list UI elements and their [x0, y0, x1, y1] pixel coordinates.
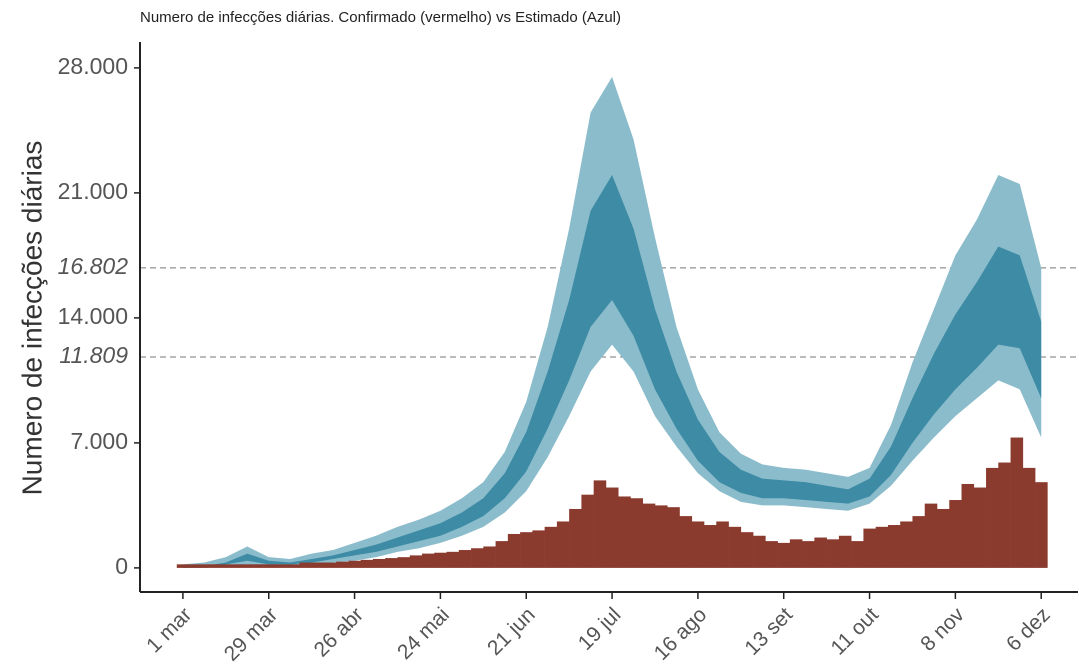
bar: [605, 487, 619, 568]
bar: [949, 500, 962, 568]
bar: [986, 467, 999, 568]
y-tick-label: 14.000: [58, 303, 128, 329]
bar: [973, 487, 987, 568]
bar: [667, 507, 680, 568]
bar: [225, 564, 239, 568]
x-tick-label: 21 jun: [483, 603, 540, 660]
y-tick-label: 0: [115, 553, 128, 579]
bar: [875, 526, 889, 568]
bar: [802, 541, 815, 568]
bar: [838, 535, 852, 568]
bar: [630, 498, 644, 568]
bar: [446, 551, 460, 568]
y-tick-label: 7.000: [70, 428, 128, 454]
bar: [176, 564, 190, 568]
y-axis-label: Numero de infecções diárias: [16, 141, 47, 496]
bar: [287, 564, 300, 568]
bar: [740, 532, 754, 568]
bar: [814, 537, 827, 568]
bar: [912, 516, 926, 568]
bar: [434, 552, 447, 568]
x-tick-label: 29 mar: [220, 603, 282, 665]
y-tick-label: 21.000: [58, 178, 128, 204]
bar: [311, 562, 325, 568]
bar: [532, 530, 545, 568]
bar: [936, 508, 950, 568]
x-tick-label: 6 dez: [1002, 603, 1055, 656]
reference-label: 11.809: [59, 342, 128, 368]
bar: [483, 546, 496, 568]
bar: [348, 560, 362, 568]
bar: [618, 496, 631, 568]
bar: [213, 564, 227, 568]
bar: [372, 558, 386, 568]
bar: [250, 564, 263, 568]
bar: [728, 526, 742, 568]
bar: [262, 564, 276, 568]
band: [182, 175, 1042, 568]
bar: [569, 508, 582, 568]
bar: [544, 526, 558, 568]
bar: [704, 525, 717, 568]
bar: [581, 494, 594, 568]
bar: [336, 561, 349, 568]
x-tick-label: 11 out: [827, 603, 884, 660]
chart-title: Numero de infecções diárias. Confirmado …: [140, 9, 621, 26]
bar: [201, 564, 214, 568]
bar: [323, 562, 337, 568]
bar: [520, 532, 533, 568]
bar: [299, 562, 312, 568]
x-tick-label: 13 set: [740, 603, 797, 660]
bar: [593, 480, 607, 568]
x-tick-label: 1 mar: [142, 603, 196, 657]
bar: [1035, 482, 1048, 568]
bar: [691, 521, 705, 568]
reference-label: 16.802: [58, 253, 129, 279]
bar: [409, 555, 423, 568]
bar: [961, 483, 975, 568]
x-tick-label: 8 nov: [916, 603, 969, 656]
bar: [1010, 437, 1024, 568]
bar: [471, 548, 484, 568]
x-tick-label: 26 abr: [310, 603, 368, 661]
bar: [274, 564, 288, 568]
bar: [924, 503, 938, 568]
bar: [887, 525, 901, 568]
bar: [679, 516, 693, 568]
bar: [998, 462, 1011, 568]
bar: [654, 505, 668, 568]
bar: [851, 541, 864, 568]
x-tick-label: 16 ago: [650, 603, 712, 665]
bar: [826, 539, 840, 568]
bar: [385, 558, 398, 568]
bar: [422, 553, 435, 568]
bar: [238, 564, 251, 568]
bar: [495, 541, 509, 568]
bar: [458, 550, 472, 568]
bar: [556, 521, 570, 568]
bar: [360, 559, 374, 568]
x-tick-label: 24 mai: [393, 603, 454, 664]
y-tick-label: 28.000: [58, 53, 128, 79]
bar: [716, 521, 729, 568]
bar: [189, 564, 202, 568]
bar: [753, 535, 766, 568]
bar: [789, 539, 803, 568]
bar: [642, 503, 656, 568]
band: [182, 76, 1042, 568]
bar: [900, 521, 913, 568]
bar: [1022, 467, 1036, 568]
bar: [507, 533, 521, 568]
bar: [765, 541, 778, 568]
x-tick-label: 19 jul: [574, 603, 626, 655]
bar: [397, 557, 411, 568]
bar: [777, 542, 791, 568]
bar: [863, 528, 876, 568]
